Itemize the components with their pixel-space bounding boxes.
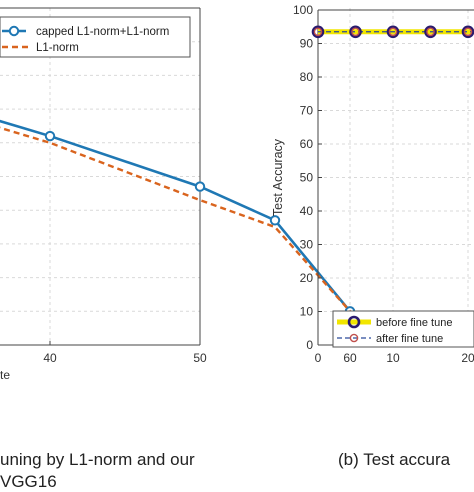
y-tick-label: 80 bbox=[300, 70, 314, 84]
x-tick-label: 10 bbox=[386, 351, 400, 365]
y-tick-label: 0 bbox=[306, 338, 313, 352]
y-tick-label: 20 bbox=[300, 271, 314, 285]
y-tick-label: 40 bbox=[300, 204, 314, 218]
series-point-before bbox=[386, 25, 400, 39]
series-point bbox=[194, 181, 206, 192]
y-tick-label: 10 bbox=[300, 305, 314, 319]
y-tick-label: 70 bbox=[300, 104, 314, 118]
series-point-before bbox=[461, 25, 474, 39]
y-tick-label: 50 bbox=[300, 171, 314, 185]
x-tick-label: 40 bbox=[43, 351, 57, 365]
y-tick-label: 90 bbox=[300, 37, 314, 51]
series-point-before bbox=[311, 25, 325, 39]
legend-label-1: before fine tune bbox=[376, 317, 452, 329]
x-tick-label: 0 bbox=[315, 351, 322, 365]
legend-marker-1 bbox=[347, 315, 361, 329]
series-point bbox=[269, 215, 281, 226]
chart-b-test-accuracy: 0 10 20 30 40 50 60 70 80 90 100 0 10 20 Test Accuracy… bbox=[271, 3, 474, 365]
caption-left-line-2: VGG16 bbox=[0, 472, 57, 491]
series-point-after bbox=[388, 27, 398, 37]
legend: capped L1-norm+L1-norm L1-norm bbox=[0, 16, 191, 58]
series-line-1 bbox=[0, 119, 352, 313]
y-tick-label: 60 bbox=[300, 137, 314, 151]
x-tick-label: 50 bbox=[193, 351, 207, 365]
caption-left-line-1: uning by L1-norm and our bbox=[0, 450, 195, 469]
series-point-after bbox=[313, 27, 323, 37]
x-axis-label: te bbox=[0, 368, 10, 382]
series-point-before bbox=[424, 25, 437, 39]
y-axis-label: Test Accuracy bbox=[271, 138, 285, 216]
y-tick-label: 30 bbox=[300, 238, 314, 252]
legend-label-2: L1-norm bbox=[36, 42, 79, 54]
series-line-2 bbox=[0, 126, 351, 313]
legend-marker-2 bbox=[349, 333, 359, 343]
legend-box bbox=[0, 16, 191, 58]
x-tick-label: 20 bbox=[461, 351, 474, 365]
legend-marker-1 bbox=[8, 25, 20, 37]
legend-label-2: after fine tune bbox=[376, 333, 443, 345]
series-point bbox=[44, 130, 56, 142]
series-point-after bbox=[463, 27, 473, 37]
x-tick-label: 60 bbox=[343, 351, 357, 365]
series-point-after bbox=[351, 27, 360, 37]
chart-figure: 40 50 60 te capped L1-norm+L1-norm L1-norm 0 1… bbox=[0, 3, 474, 382]
legend: before fine tune after fine tune bbox=[332, 310, 474, 348]
chart-a-pruning-ratio: 40 50 60 te capped L1-norm+L1-norm L1-norm bbox=[0, 7, 357, 382]
series-point-after bbox=[426, 27, 435, 37]
caption-right: (b) Test accura bbox=[338, 450, 451, 469]
y-tick-label: 100 bbox=[293, 3, 313, 17]
series-point-before bbox=[349, 25, 362, 39]
legend-label-1: capped L1-norm+L1-norm bbox=[36, 26, 169, 38]
